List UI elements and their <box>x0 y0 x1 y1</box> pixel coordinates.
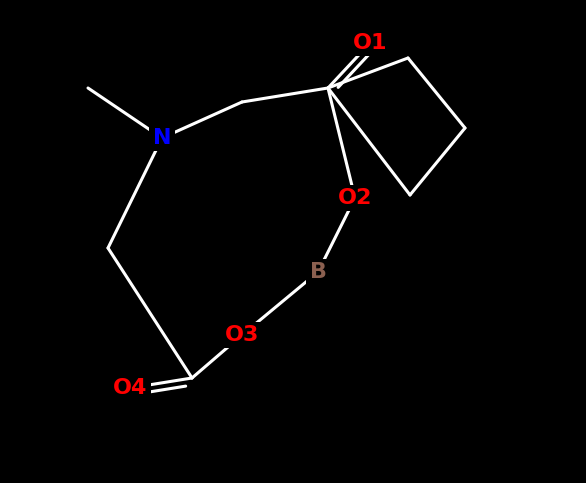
Text: O2: O2 <box>338 188 372 208</box>
Text: N: N <box>153 128 171 148</box>
Text: O4: O4 <box>113 378 147 398</box>
Text: O1: O1 <box>353 33 387 53</box>
Text: B: B <box>309 262 326 282</box>
Text: O3: O3 <box>225 325 259 345</box>
